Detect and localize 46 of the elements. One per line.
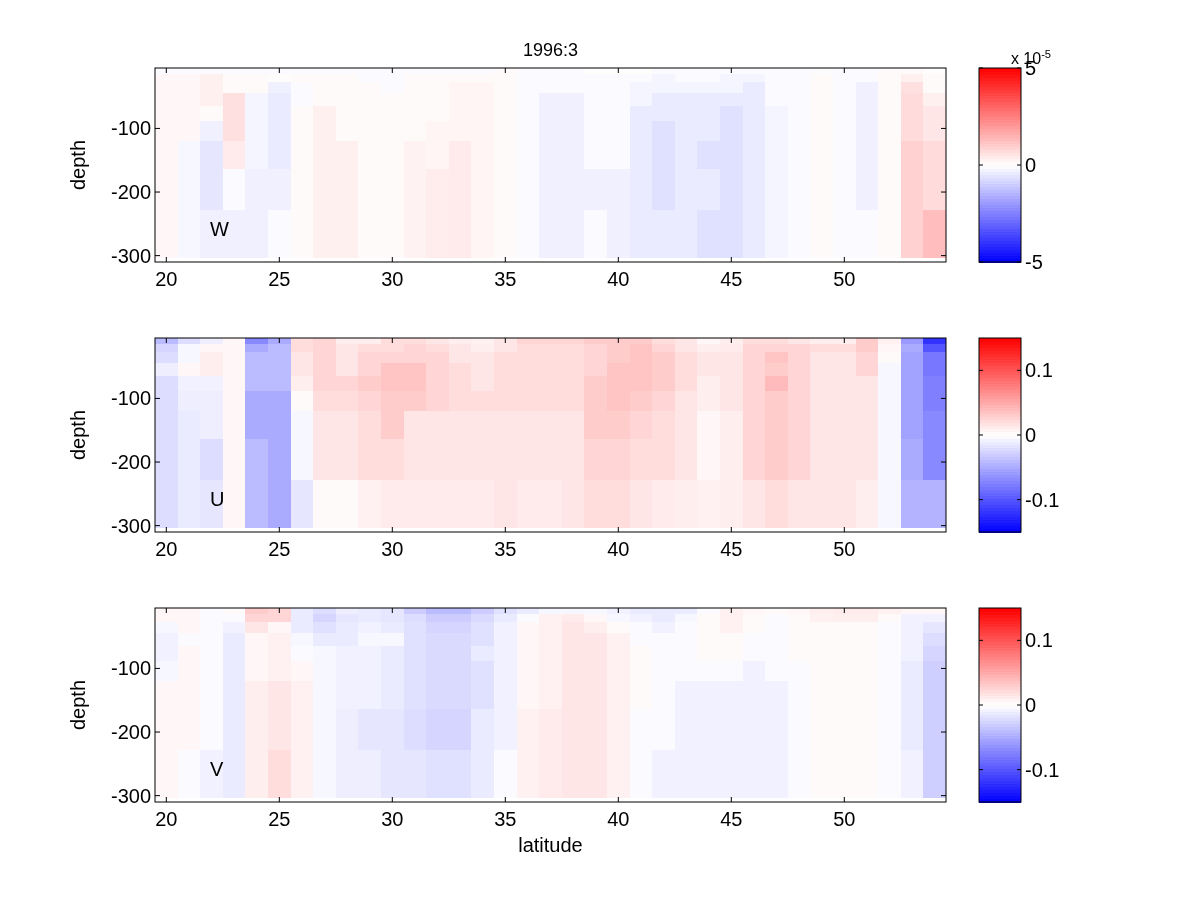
y-tick-label: -300 <box>110 514 151 537</box>
y-tick-label: -300 <box>110 784 151 807</box>
annotation: U <box>210 488 225 510</box>
y-tick-label: -200 <box>110 181 151 204</box>
color-bar-label: -0.1 <box>1025 488 1060 511</box>
color-bar-label: 0 <box>1025 694 1037 716</box>
y-tick-label: -100 <box>110 117 151 140</box>
x-tick-label: 35 <box>494 268 517 290</box>
y-axis-title: depth <box>67 139 89 191</box>
x-tick-label: 45 <box>720 808 743 830</box>
x-tick-label: 25 <box>268 538 291 560</box>
x-tick-label: 35 <box>494 538 517 560</box>
x-tick-label: 30 <box>381 538 404 560</box>
x-tick-label: 25 <box>268 808 291 830</box>
x-tick-label: 25 <box>268 268 291 290</box>
x-tick-label: 40 <box>607 538 630 560</box>
x-tick-label: 45 <box>720 268 743 290</box>
y-tick-label: -200 <box>110 721 151 744</box>
x-tick-label: 50 <box>833 268 856 290</box>
y-axis-title: depth <box>67 409 89 461</box>
x-axis-title: latitude <box>518 834 583 856</box>
x-tick-label: 20 <box>155 808 178 830</box>
x-tick-label: 40 <box>607 808 630 830</box>
color-bar-label: 0.1 <box>1025 629 1053 652</box>
x-tick-label: 50 <box>833 808 856 830</box>
annotation: V <box>210 758 224 780</box>
x-tick-label: 35 <box>494 808 517 830</box>
color-bar-label: -0.1 <box>1025 758 1060 781</box>
color-bar-label: 0 <box>1025 154 1037 176</box>
y-tick-label: -200 <box>110 451 151 474</box>
x-tick-label: 45 <box>720 538 743 560</box>
color-bar-label: 0.1 <box>1025 359 1053 382</box>
x-tick-label: 50 <box>833 538 856 560</box>
color-bar-label: 0 <box>1025 424 1037 446</box>
y-axis-title: depth <box>67 679 89 731</box>
y-tick-label: -100 <box>110 387 151 410</box>
chart-title: 1996:3 <box>522 40 579 60</box>
color-bar-label: -5 <box>1025 251 1043 273</box>
x-tick-label: 30 <box>381 808 404 830</box>
x-tick-label: 20 <box>155 268 178 290</box>
x-tick-label: 40 <box>607 268 630 290</box>
y-tick-label: -300 <box>110 244 151 267</box>
x-tick-label: 30 <box>381 268 404 290</box>
annotation: W <box>210 218 229 240</box>
x-tick-label: 20 <box>155 538 178 560</box>
y-tick-label: -100 <box>110 657 151 680</box>
